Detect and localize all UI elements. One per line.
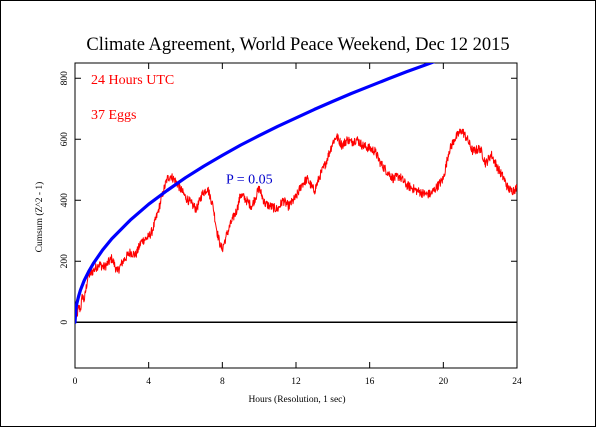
plot-area: 0 4 8 12 16 20 24 0 200 400 600 800 24 Hours UTC 37… bbox=[60, 62, 522, 387]
significance-envelope-line bbox=[75, 63, 436, 324]
annotation-duration: 24 Hours UTC bbox=[91, 73, 174, 88]
x-tick-label: 24 bbox=[512, 377, 522, 387]
annotation-p-value: P = 0.05 bbox=[226, 172, 273, 187]
cumulative-deviation-line bbox=[75, 128, 517, 323]
x-tick-label: 12 bbox=[291, 377, 301, 387]
annotation-egg-count: 37 Eggs bbox=[91, 108, 137, 123]
chart-title: Climate Agreement, World Peace Weekend, … bbox=[86, 35, 509, 55]
x-tick-label: 0 bbox=[73, 377, 78, 387]
x-axis: 0 4 8 12 16 20 24 bbox=[73, 63, 522, 387]
series-layer bbox=[75, 63, 517, 324]
x-tick-label: 20 bbox=[439, 377, 449, 387]
x-tick-label: 8 bbox=[220, 377, 225, 387]
annotations: 24 Hours UTC 37 Eggs P = 0.05 bbox=[91, 73, 273, 187]
y-tick-label: 600 bbox=[60, 132, 70, 147]
y-axis: 0 200 400 600 800 bbox=[60, 71, 517, 325]
y-tick-label: 400 bbox=[60, 193, 70, 208]
x-axis-label: Hours (Resolution, 1 sec) bbox=[248, 394, 345, 405]
y-axis-label: Cumsum (Z^2 - 1) bbox=[34, 182, 45, 253]
y-tick-label: 0 bbox=[60, 320, 70, 325]
x-tick-label: 16 bbox=[365, 377, 375, 387]
x-tick-label: 4 bbox=[146, 377, 151, 387]
y-tick-label: 200 bbox=[60, 254, 70, 269]
y-tick-label: 800 bbox=[60, 71, 70, 86]
